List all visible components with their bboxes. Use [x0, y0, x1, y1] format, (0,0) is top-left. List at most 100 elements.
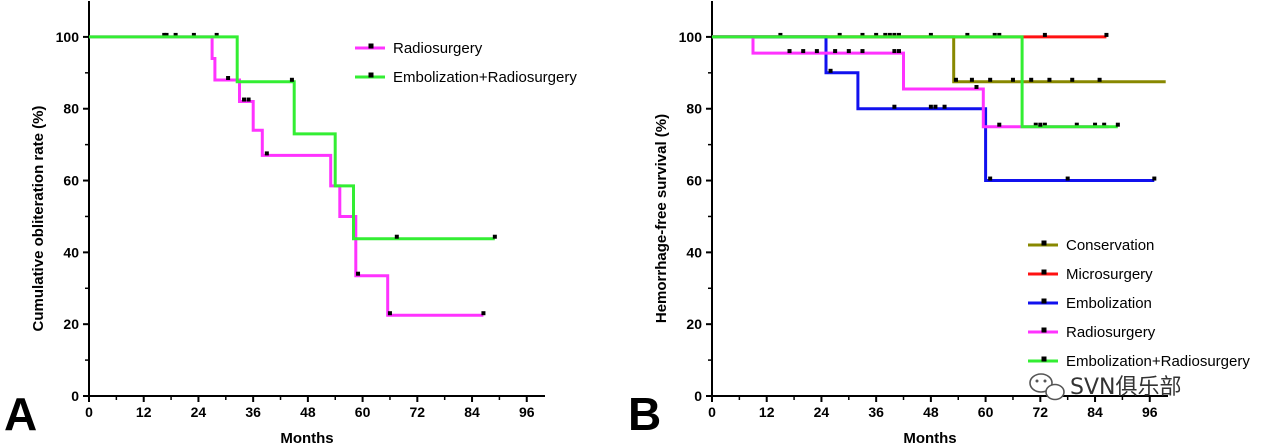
b-censor-mark-conservation	[860, 32, 865, 37]
b-censor-mark-radiosurgery	[892, 49, 897, 54]
b-censor-mark-conservation	[896, 32, 901, 37]
a-x-tick-label: 60	[355, 404, 371, 420]
a-censor-mark-radiosurgery	[246, 97, 251, 102]
b-x-tick-label: 48	[923, 404, 939, 420]
a-x-axis-label: Months	[280, 430, 333, 446]
b-censor-mark-embolization-radiosurgery	[1115, 122, 1120, 127]
b-censor-mark-microsurgery	[1042, 32, 1047, 37]
b-x-axis-label: Months	[903, 430, 956, 446]
b-censor-mark-radiosurgery	[801, 49, 806, 54]
b-legend-marker-embolization	[1041, 298, 1047, 304]
b-legend-marker-microsurgery	[1041, 269, 1047, 275]
b-censor-mark-microsurgery	[997, 32, 1002, 37]
wechat-icon	[1029, 373, 1065, 401]
a-legend-label-radiosurgery: Radiosurgery	[393, 40, 483, 57]
a-panel-label: A	[4, 388, 37, 440]
b-censor-mark-microsurgery	[1104, 32, 1109, 37]
a-y-tick-label: 20	[63, 316, 79, 332]
a-x-tick-label: 36	[245, 404, 261, 420]
a-censor-mark-radiosurgery	[191, 32, 196, 37]
a-x-tick-label: 0	[85, 404, 93, 420]
a-censor-mark-radiosurgery	[226, 76, 231, 80]
b-censor-mark-conservation	[1047, 77, 1052, 82]
b-legend-marker-embolization-radiosurgery	[1041, 356, 1047, 362]
b-legend-label-microsurgery: Microsurgery	[1066, 266, 1153, 283]
b-series-line-embolization-radiosurgery	[712, 35, 1118, 129]
b-panel-label: B	[628, 388, 661, 440]
b-censor-mark-conservation	[1097, 77, 1102, 82]
b-series-line-conservation	[712, 35, 1166, 84]
a-y-tick-label: 100	[56, 29, 80, 45]
b-censor-mark-radiosurgery	[814, 49, 819, 54]
b-y-tick-label: 20	[686, 316, 702, 332]
b-series-line-radiosurgery	[712, 35, 1109, 129]
a-y-tick-label: 80	[63, 101, 79, 117]
b-x-tick-label: 12	[759, 404, 775, 420]
b-x-tick-label: 24	[814, 404, 830, 420]
b-censor-mark-microsurgery	[928, 32, 933, 37]
b-censor-mark-conservation	[969, 77, 974, 82]
a-series-line-embolization-radiosurgery	[89, 35, 495, 241]
b-y-tick-label: 40	[686, 244, 702, 260]
a-censor-mark-radiosurgery	[264, 151, 269, 156]
b-x-tick-label: 96	[1142, 404, 1158, 420]
b-x-tick-label: 72	[1033, 404, 1049, 420]
panel-b-chart: 0 12 24 36 48 60 72 84 96 0 20 40 60 80 100 Months Hemor…	[628, 1, 1250, 446]
b-censor-mark-conservation	[778, 32, 783, 37]
b-censor-mark-embolization	[1065, 176, 1070, 181]
a-x-tick-label: 96	[519, 404, 535, 420]
a-censor-mark-radiosurgery	[242, 97, 247, 102]
a-y-tick-label: 40	[63, 244, 79, 260]
b-censor-mark-conservation	[837, 32, 842, 37]
b-x-tick-label: 0	[708, 404, 716, 420]
b-censor-mark-embolization	[942, 104, 947, 109]
b-y-tick-label: 60	[686, 173, 702, 189]
a-censor-mark-embolization-radiosurgery	[394, 234, 399, 239]
b-y-tick-label: 80	[686, 101, 702, 117]
b-censor-mark-radiosurgery	[787, 49, 792, 54]
b-censor-mark-embolization	[1152, 176, 1157, 181]
b-x-tick-label: 36	[868, 404, 884, 420]
b-censor-mark-radiosurgery	[860, 49, 865, 54]
b-censor-mark-conservation	[887, 32, 892, 37]
b-legend-label-embolization-radiosurgery: Embolization+Radiosurgery	[1066, 353, 1250, 370]
b-legend-marker-radiosurgery	[1041, 327, 1047, 333]
a-series-line-radiosurgery	[89, 35, 484, 317]
b-censor-mark-radiosurgery	[997, 122, 1002, 127]
b-censor-mark-conservation	[883, 32, 888, 37]
b-censor-mark-conservation	[988, 77, 993, 82]
b-censor-mark-conservation	[874, 32, 879, 37]
b-y-tick-label: 0	[694, 388, 702, 404]
b-censor-mark-microsurgery	[992, 32, 997, 37]
a-y-tick-label: 60	[63, 173, 79, 189]
b-series-line-embolization	[712, 35, 1155, 182]
b-censor-mark-radiosurgery	[1042, 122, 1047, 127]
a-x-tick-label: 48	[300, 404, 316, 420]
b-censor-mark-conservation	[1010, 77, 1015, 82]
a-censor-mark-radiosurgery	[214, 32, 219, 37]
a-censor-mark-radiosurgery	[356, 271, 361, 276]
b-censor-mark-microsurgery	[965, 32, 970, 37]
b-censor-mark-embolization	[892, 104, 897, 109]
a-censor-mark-radiosurgery	[162, 32, 167, 37]
a-y-tick-label: 0	[71, 388, 79, 404]
b-y-tick-label: 100	[679, 29, 703, 45]
b-censor-mark-radiosurgery	[1033, 122, 1038, 127]
b-legend-label-conservation: Conservation	[1066, 237, 1154, 254]
b-censor-mark-embolization	[928, 104, 933, 109]
b-censor-mark-conservation	[1070, 77, 1075, 82]
a-censor-mark-embolization-radiosurgery	[492, 234, 497, 239]
a-censor-mark-radiosurgery	[481, 311, 486, 316]
b-censor-mark-conservation	[1029, 77, 1034, 82]
b-censor-mark-radiosurgery	[1093, 122, 1098, 127]
b-censor-mark-radiosurgery	[1102, 122, 1107, 127]
panel-a-chart: 0 12 24 36 48 60 72 84 96 0 20 40 60 80 100 Months Cumul…	[4, 1, 577, 446]
a-x-tick-label: 12	[136, 404, 152, 420]
b-x-tick-label: 84	[1087, 404, 1103, 420]
a-x-tick-label: 24	[191, 404, 207, 420]
a-censor-mark-radiosurgery	[164, 32, 169, 37]
b-legend-marker-conservation	[1041, 240, 1047, 246]
a-censor-mark-radiosurgery	[173, 32, 178, 37]
b-censor-mark-embolization	[828, 68, 833, 73]
